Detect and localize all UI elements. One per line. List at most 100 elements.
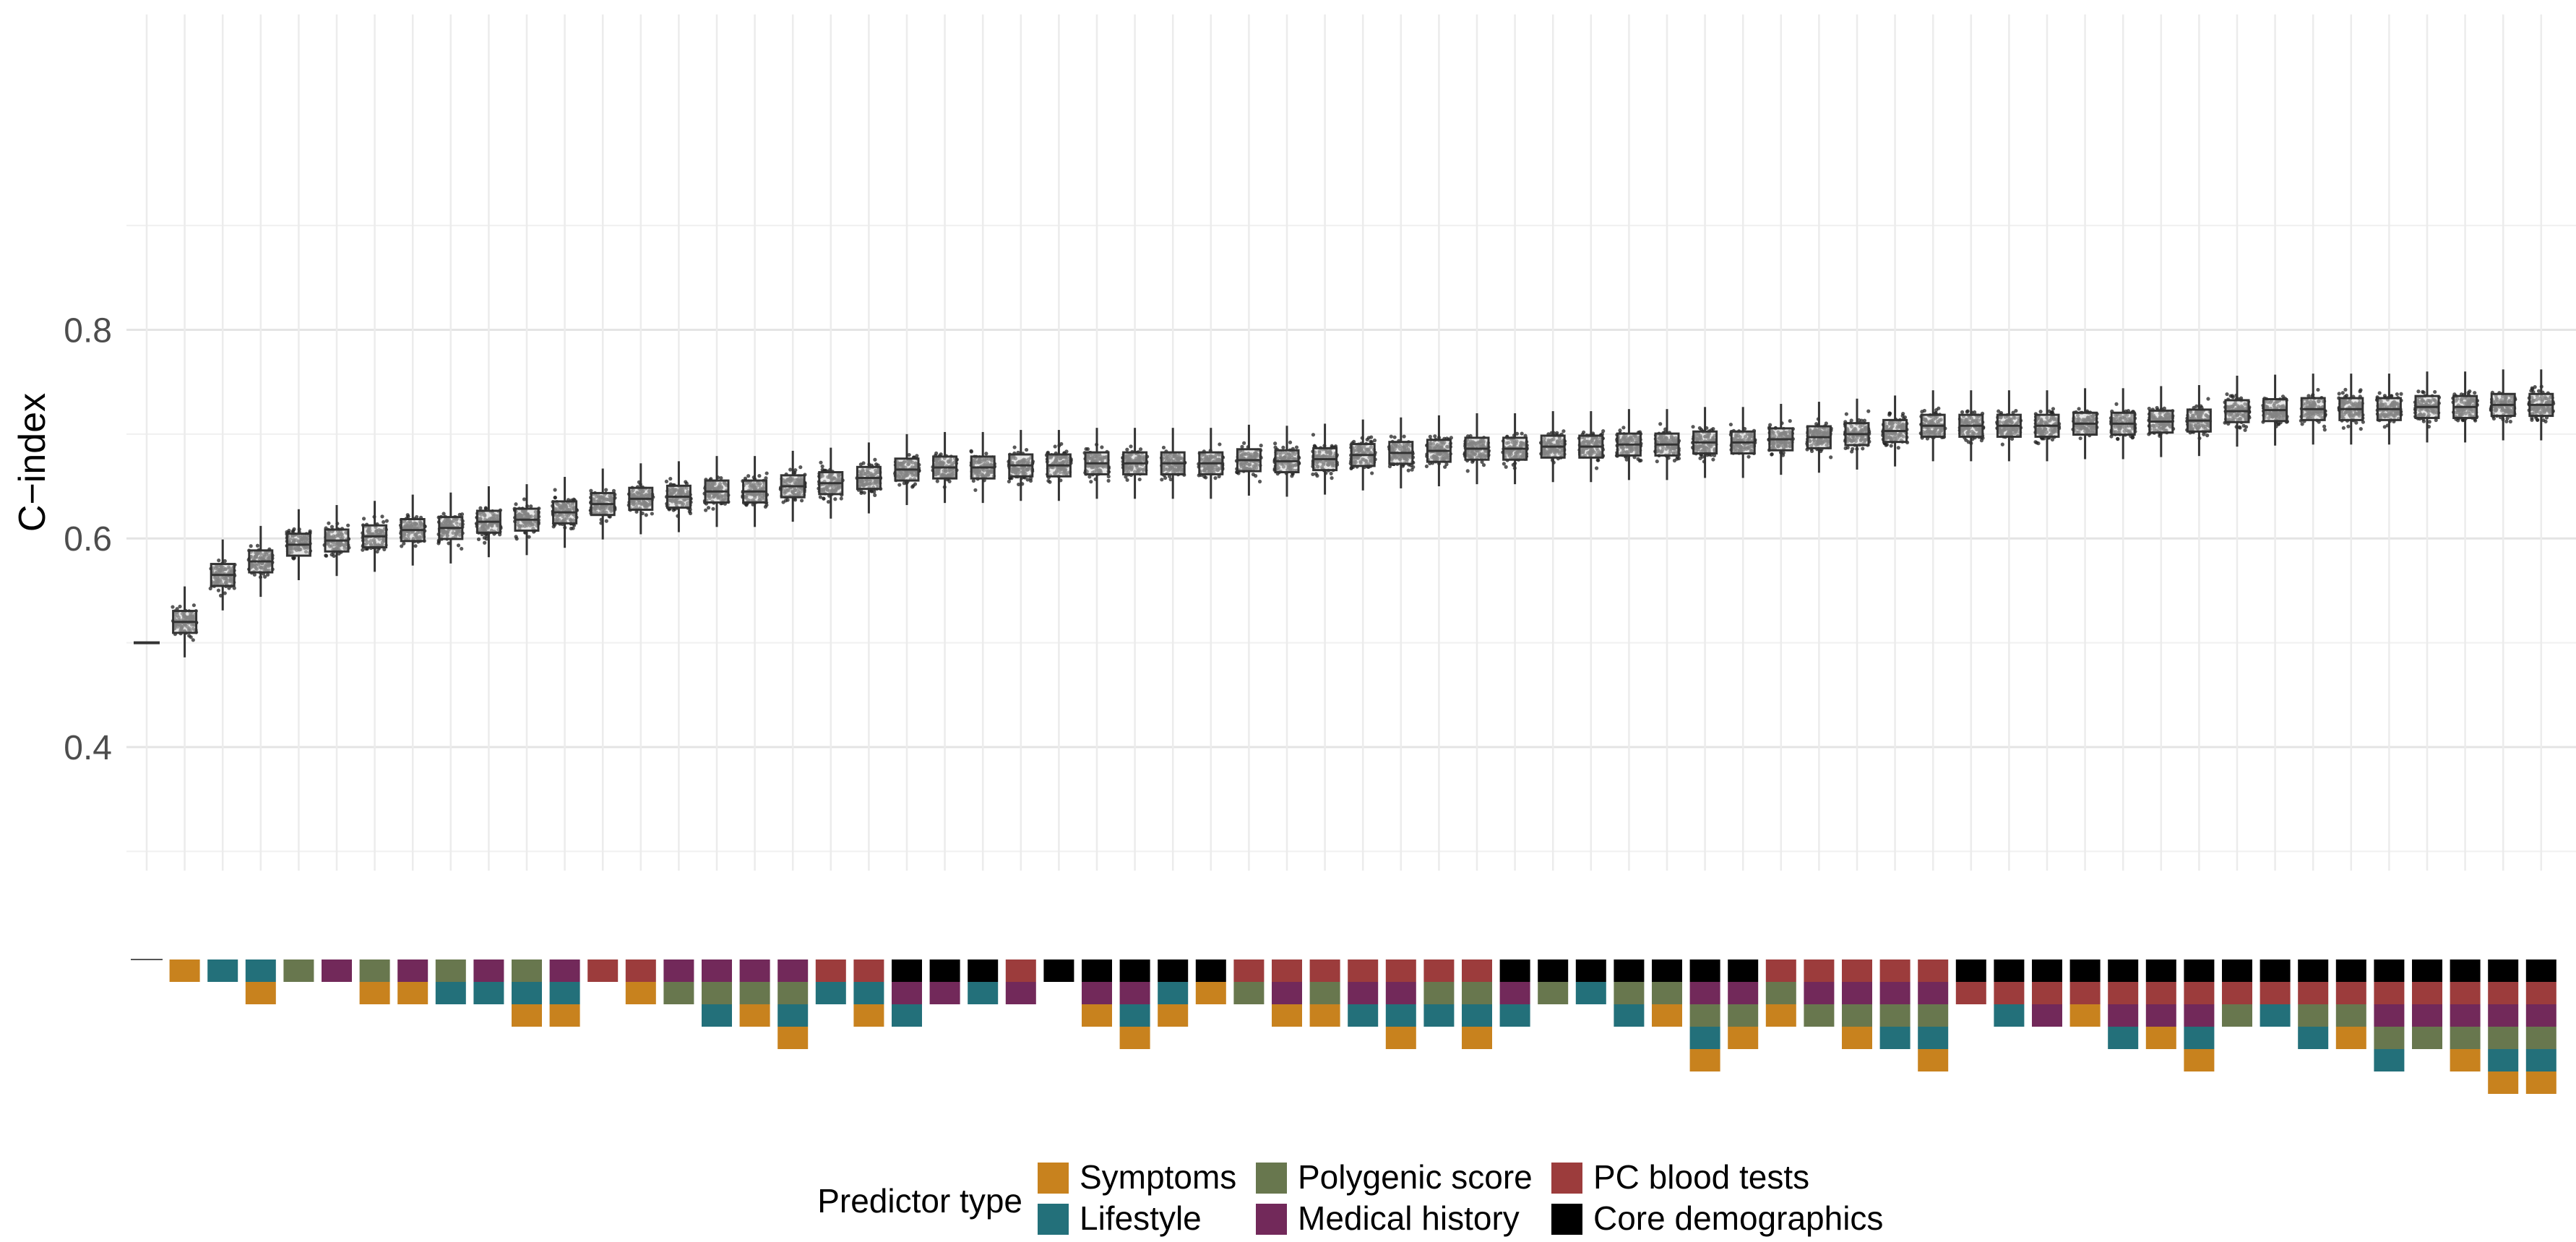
- data-point: [711, 506, 715, 511]
- data-point: [1465, 469, 1470, 473]
- data-point: [819, 460, 823, 465]
- model-boxplot: [741, 456, 770, 527]
- data-point: [971, 478, 975, 483]
- data-point: [589, 488, 593, 493]
- data-point: [263, 574, 267, 579]
- data-point: [1370, 471, 1374, 475]
- y-axis-title: C−index: [12, 393, 53, 532]
- data-point: [1257, 479, 1262, 484]
- data-point: [382, 547, 387, 552]
- data-point: [826, 499, 831, 504]
- data-point: [380, 514, 384, 519]
- data-point: [1161, 445, 1166, 450]
- data-point: [514, 535, 518, 539]
- data-point: [1601, 429, 1606, 434]
- data-point: [799, 499, 804, 503]
- data-point: [1204, 475, 1208, 480]
- data-point: [171, 605, 175, 609]
- data-point: [1160, 478, 1164, 482]
- data-point: [1428, 434, 1432, 439]
- data-point: [1089, 480, 1093, 484]
- model-boxplot: [893, 434, 921, 506]
- data-point: [308, 529, 312, 533]
- data-point: [1402, 434, 1406, 439]
- data-point: [1387, 464, 1392, 469]
- model-boxplot: [1614, 409, 1643, 480]
- data-point: [1048, 480, 1052, 484]
- data-point: [947, 479, 952, 483]
- data-point: [402, 541, 406, 545]
- data-point: [1240, 444, 1244, 449]
- data-point: [764, 476, 768, 480]
- data-point: [1059, 441, 1064, 447]
- data-point: [1504, 465, 1508, 469]
- data-point: [1330, 476, 1334, 480]
- data-point: [611, 488, 616, 493]
- model-boxplot: [626, 463, 655, 535]
- model-boxplot: [1653, 409, 1681, 480]
- data-point: [255, 543, 260, 548]
- data-point: [1084, 447, 1088, 452]
- model-boxplot: [246, 525, 275, 598]
- data-point: [1711, 457, 1715, 462]
- data-point: [227, 586, 231, 590]
- data-point: [484, 537, 488, 541]
- data-point: [1433, 434, 1437, 439]
- data-point: [969, 449, 973, 453]
- data-point: [441, 512, 446, 516]
- data-point: [375, 549, 379, 554]
- data-point: [874, 462, 879, 467]
- model-boxplot: [855, 442, 883, 514]
- data-point: [743, 476, 748, 480]
- data-point: [1125, 447, 1129, 452]
- data-point: [327, 521, 331, 525]
- data-point: [332, 553, 336, 559]
- data-point: [788, 467, 793, 472]
- boxplots: [134, 369, 2556, 657]
- model-boxplot: [1691, 407, 1718, 478]
- data-point: [746, 474, 751, 478]
- data-point: [1124, 475, 1128, 479]
- data-point: [1007, 479, 1011, 484]
- data-point: [1424, 464, 1429, 469]
- data-point: [1746, 454, 1751, 459]
- model-boxplot: [398, 494, 427, 566]
- data-point: [249, 544, 253, 548]
- data-point: [223, 591, 227, 595]
- model-boxplot: [1387, 417, 1416, 488]
- data-point: [1372, 438, 1377, 443]
- model-boxplot: [1121, 428, 1150, 499]
- data-point: [1012, 445, 1017, 449]
- model-boxplot: [474, 486, 503, 558]
- data-point: [346, 523, 350, 527]
- model-boxplot: [1234, 424, 1263, 496]
- data-point: [704, 508, 708, 512]
- data-point: [757, 474, 762, 478]
- data-point: [664, 479, 669, 484]
- data-point: [1100, 445, 1104, 449]
- data-point: [361, 517, 366, 521]
- data-point: [973, 488, 978, 492]
- data-point: [839, 496, 843, 501]
- data-point: [1392, 435, 1397, 439]
- data-point: [191, 638, 195, 642]
- data-point: [604, 519, 608, 523]
- data-point: [1259, 444, 1263, 448]
- data-point: [859, 489, 863, 493]
- data-point: [1273, 441, 1278, 446]
- data-point: [1053, 444, 1057, 449]
- model-boxplot: [1272, 426, 1301, 497]
- data-point: [476, 537, 481, 541]
- data-point: [1636, 457, 1640, 461]
- data-point: [514, 502, 518, 506]
- data-point: [361, 548, 365, 552]
- model-boxplot: [1463, 413, 1491, 485]
- data-point: [483, 540, 487, 545]
- data-point: [1691, 425, 1695, 429]
- data-point: [1728, 422, 1733, 427]
- data-point: [684, 481, 689, 486]
- data-point: [1137, 477, 1142, 482]
- data-point: [1698, 456, 1702, 460]
- data-point: [178, 604, 182, 609]
- data-point: [1443, 465, 1447, 469]
